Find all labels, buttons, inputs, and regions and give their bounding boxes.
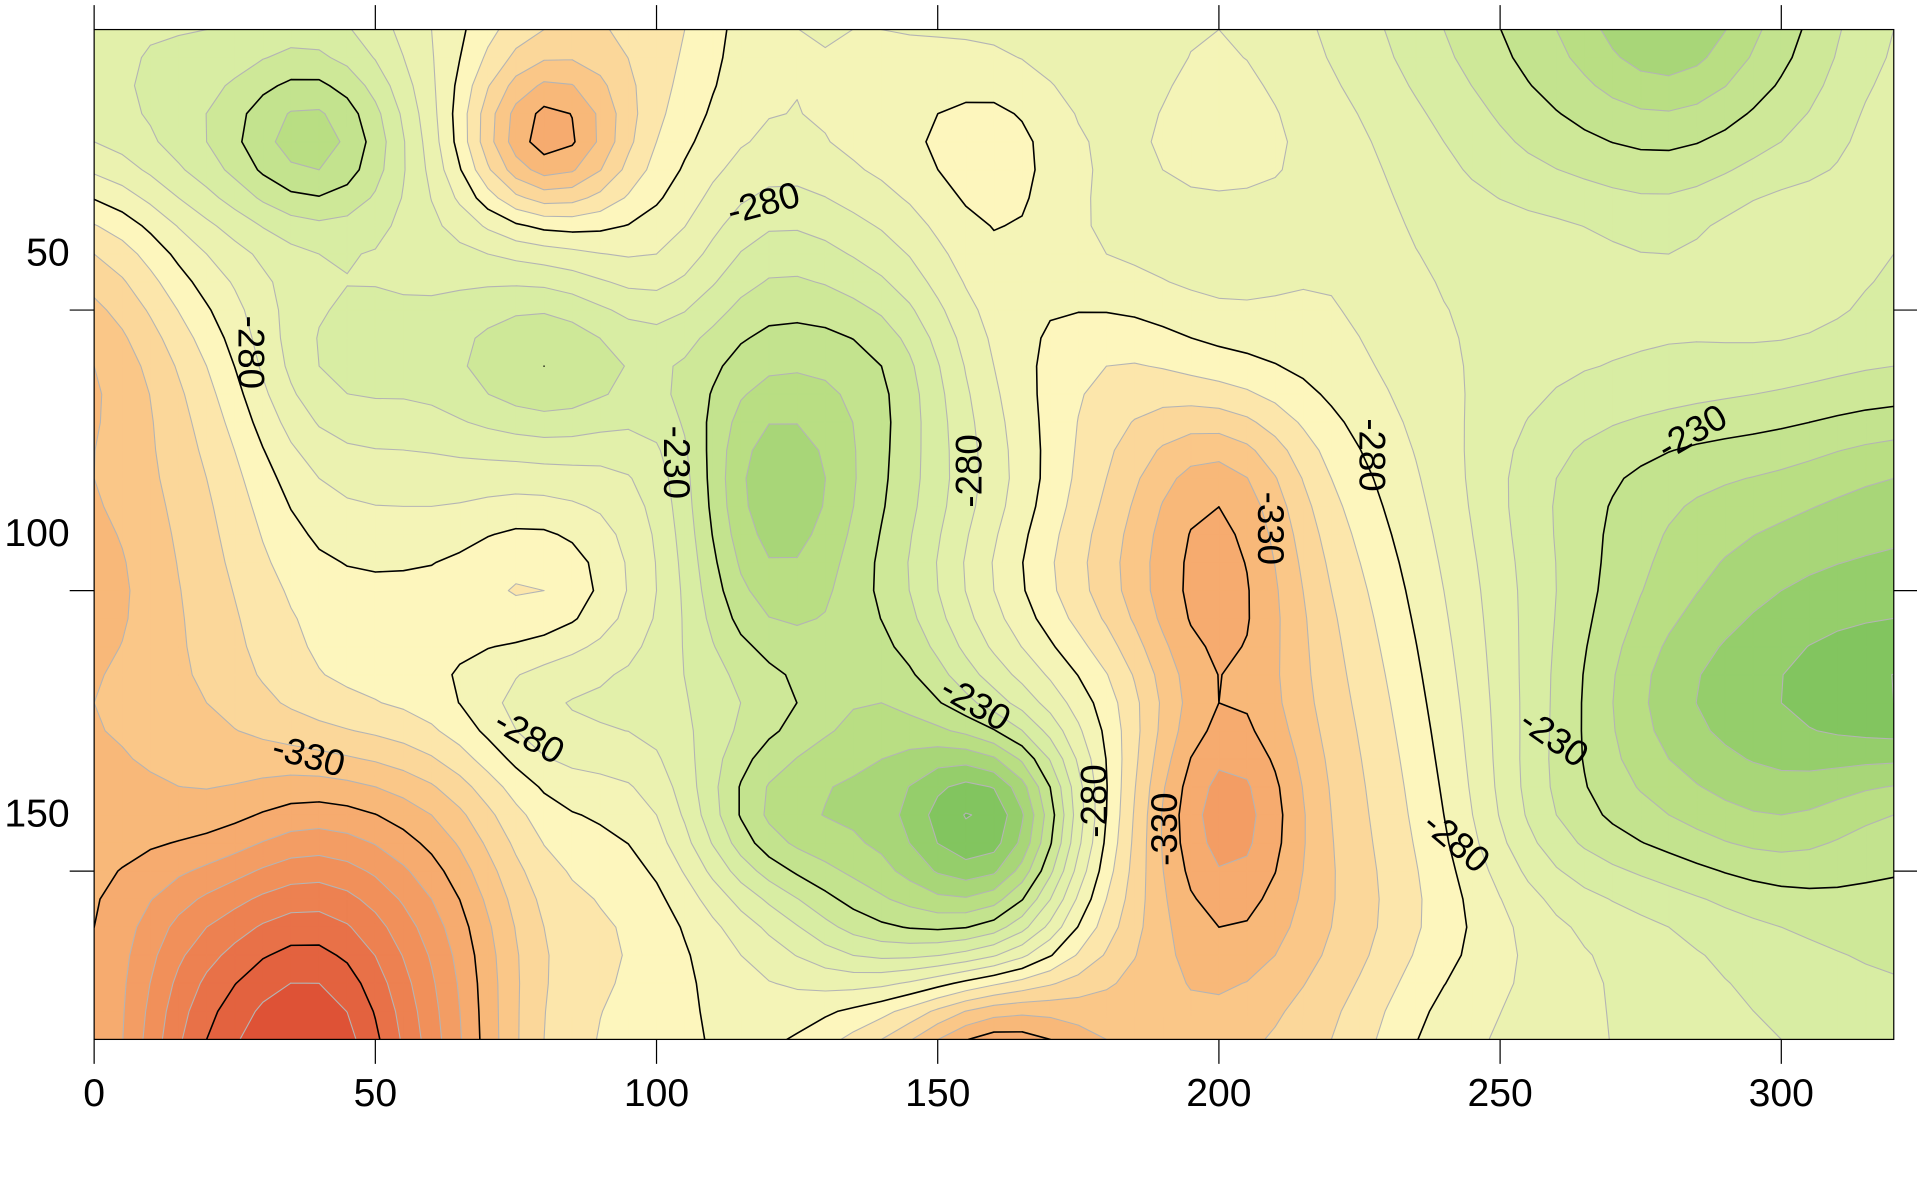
minor-contour-line [94, 29, 1519, 1040]
x-tick-label: 300 [1749, 1072, 1814, 1115]
minor-contour-line [94, 29, 1423, 1040]
major-contour-line [94, 29, 1468, 1040]
contour-label: -280 [230, 316, 271, 389]
minor-contour-line [274, 29, 1894, 914]
x-tick-label: 0 [83, 1072, 105, 1115]
contour-label: -280 [1352, 418, 1393, 491]
minor-contour-line [94, 29, 1610, 1040]
x-tick-label: 200 [1186, 1072, 1251, 1115]
axes: 0 50 100 150 200 250 300 50 100 150 [4, 5, 1917, 1115]
minor-contour-line [122, 769, 1257, 1040]
contour-label: -230 [656, 426, 697, 499]
contour-label: -280 [949, 434, 990, 507]
minor-contour-line [239, 982, 357, 1040]
minor-contour-line [181, 910, 401, 1040]
plot-frame [93, 28, 1895, 1041]
contour-fills [94, 29, 1894, 1040]
major-contour-line [241, 29, 1894, 931]
x-tick-label: 250 [1467, 1072, 1532, 1115]
x-tick-label: 50 [354, 1072, 398, 1115]
minor-contour-line [963, 673, 1894, 820]
y-tick-label: 100 [4, 512, 69, 555]
y-tick-label: 150 [4, 792, 69, 835]
minor-contour-line [898, 29, 1894, 881]
minor-contour-line [94, 29, 1894, 1040]
contour-label: -330 [1144, 792, 1185, 865]
major-contour-line [94, 105, 1284, 1040]
minor-contour-line [745, 29, 1894, 898]
contour-label: -280 [1073, 764, 1114, 837]
y-tick-label: 50 [26, 231, 70, 274]
minor-contour-line [94, 29, 1380, 1040]
x-tick-label: 150 [905, 1072, 970, 1115]
minor-contour-line [94, 81, 1306, 1040]
minor-contour-line [161, 881, 422, 1040]
minor-contour-line [142, 854, 443, 1040]
minor-contour-line [205, 29, 1894, 975]
contour-label: -330 [1250, 492, 1291, 565]
x-tick-label: 100 [624, 1072, 689, 1115]
major-contour-line [205, 944, 381, 1040]
minor-contour-line [94, 59, 1336, 1040]
